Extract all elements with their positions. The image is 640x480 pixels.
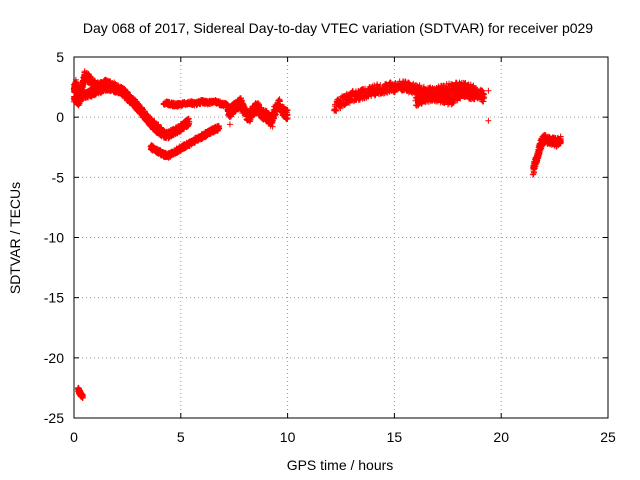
x-axis-label: GPS time / hours [287, 457, 394, 473]
x-tick-label: 5 [177, 429, 185, 445]
y-axis-label: SDTVAR / TECUs [7, 182, 23, 294]
data-points [70, 68, 565, 401]
y-tick-label: -5 [52, 169, 65, 185]
data-point [185, 115, 192, 122]
y-tick-label: -25 [44, 410, 64, 426]
x-tick-label: 0 [70, 429, 78, 445]
data-point [485, 87, 492, 94]
data-point [485, 117, 492, 124]
chart-title: Day 068 of 2017, Sidereal Day-to-day VTE… [83, 20, 593, 36]
axis-ticks: 0 5 10 15 20 25 5 0 -5 -10 -15 -20 -25 [44, 49, 616, 445]
data-point [186, 118, 193, 125]
x-tick-label: 15 [387, 429, 403, 445]
y-tick-label: 5 [56, 49, 64, 65]
y-tick-label: -15 [44, 290, 64, 306]
y-tick-label: 0 [56, 109, 64, 125]
grid-lines [74, 57, 608, 418]
y-tick-label: -10 [44, 230, 64, 246]
x-tick-label: 10 [280, 429, 296, 445]
y-tick-label: -20 [44, 350, 64, 366]
data-point [226, 121, 233, 128]
x-tick-label: 25 [600, 429, 616, 445]
x-tick-label: 20 [493, 429, 509, 445]
